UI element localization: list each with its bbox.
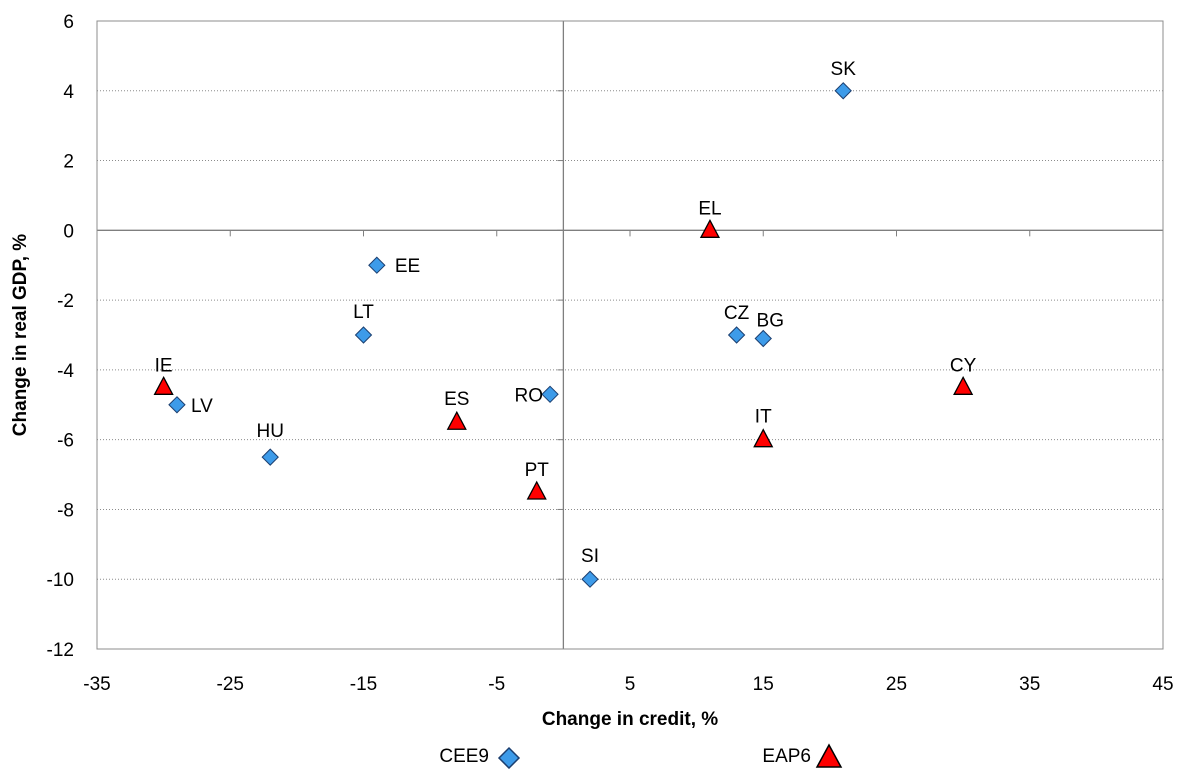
diamond-marker xyxy=(581,570,599,588)
point-label: CY xyxy=(950,355,977,376)
point-labels: SK EE LT CZ BG LV RO HU SI EL IE ES PT IT CY xyxy=(155,59,977,567)
point-label: EL xyxy=(698,198,721,219)
y-tick-labels: -12 -10 -8 -6 -4 -2 0 2 4 6 xyxy=(47,12,75,661)
data-points xyxy=(153,82,974,588)
point-label: SK xyxy=(831,59,857,80)
x-tick-label: 5 xyxy=(625,674,636,695)
triangle-marker xyxy=(699,218,721,238)
y-tick-label: -4 xyxy=(57,361,74,382)
y-tick-label: 4 xyxy=(63,82,74,103)
legend-triangle-icon xyxy=(815,743,843,768)
point-label: IT xyxy=(755,407,772,428)
diamond-marker xyxy=(368,256,386,274)
y-tick-label: 0 xyxy=(63,221,74,242)
x-tick-label: 15 xyxy=(753,674,774,695)
point-label: SI xyxy=(581,546,599,567)
x-tick-label: -15 xyxy=(350,674,377,695)
diamond-marker xyxy=(754,329,772,348)
triangle-marker xyxy=(153,375,174,395)
point-label: LT xyxy=(353,302,374,323)
x-tick-label: 35 xyxy=(1019,674,1040,695)
x-tick-label: 25 xyxy=(886,674,907,695)
diamond-marker xyxy=(354,326,373,344)
diamond-marker xyxy=(541,385,559,404)
triangle-marker xyxy=(953,375,974,395)
y-axis-title: Change in real GDP, % xyxy=(10,234,31,436)
y-tick-label: -10 xyxy=(47,570,74,591)
point-label: HU xyxy=(256,421,283,442)
legend-label-eap6: EAP6 xyxy=(762,746,811,767)
y-tick-label: -6 xyxy=(57,431,74,452)
x-tick-label: -35 xyxy=(83,674,110,695)
x-tick-label: -25 xyxy=(217,674,244,695)
point-label: BG xyxy=(757,310,784,331)
point-label: EE xyxy=(395,256,420,277)
triangle-marker xyxy=(446,410,467,430)
y-tick-label: 6 xyxy=(63,12,74,33)
triangle-marker xyxy=(526,480,547,500)
point-label: PT xyxy=(525,460,550,481)
point-label: RO xyxy=(515,385,544,406)
x-tick-label: -5 xyxy=(488,674,505,695)
plot-area-border xyxy=(96,20,1164,650)
point-label: IE xyxy=(155,355,173,376)
diamond-marker xyxy=(834,82,852,100)
x-tick-label: 45 xyxy=(1152,674,1173,695)
gridlines xyxy=(97,90,1163,580)
legend: CEE9 EAP6 xyxy=(439,743,843,769)
y-tick-label: -8 xyxy=(57,500,74,521)
diamond-marker xyxy=(261,448,279,466)
diamond-marker xyxy=(168,396,186,414)
legend-diamond-icon xyxy=(497,746,521,769)
y-tick-label: -2 xyxy=(57,291,74,312)
y-tick-label: -12 xyxy=(47,640,74,661)
x-tick-labels: -35 -25 -15 -5 5 15 25 35 45 xyxy=(83,674,1173,695)
diamond-marker xyxy=(727,326,746,344)
axes xyxy=(96,20,1164,650)
point-label: CZ xyxy=(724,303,750,324)
y-tick-label: 2 xyxy=(63,152,74,173)
point-label: ES xyxy=(444,389,469,410)
point-label: LV xyxy=(191,396,213,417)
legend-label-cee9: CEE9 xyxy=(439,746,489,767)
triangle-marker xyxy=(753,428,774,448)
x-axis-title: Change in credit, % xyxy=(542,709,718,730)
